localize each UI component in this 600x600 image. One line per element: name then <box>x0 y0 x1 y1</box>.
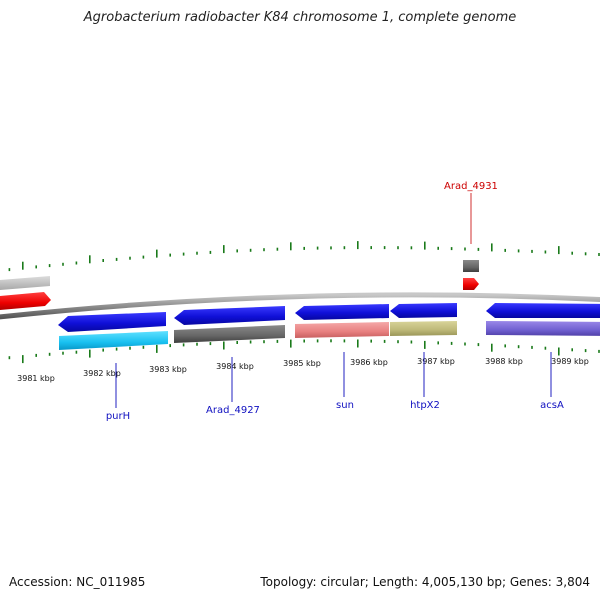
gene-feature-htpx2[interactable] <box>390 303 457 318</box>
inner-tick-marks <box>8 339 600 364</box>
topology-text: Topology: circular; Length: 4,005,130 bp… <box>260 575 590 589</box>
kbp-tick-label: 3986 kbp <box>350 358 388 367</box>
outer-tick-marks <box>8 241 600 272</box>
gene-feature-arad-4927[interactable] <box>174 325 285 343</box>
gene-feature-arad-4931-gray[interactable] <box>463 260 479 272</box>
genome-title: Agrobacterium radiobacter K84 chromosome… <box>83 10 517 25</box>
chromosome-backbone <box>0 292 600 320</box>
gene-label-arad-4927[interactable]: Arad_4927 <box>206 405 260 416</box>
gene-feature-acsa[interactable] <box>486 303 600 318</box>
gene-feature-purple[interactable] <box>486 321 600 336</box>
kbp-tick-label: 3989 kbp <box>551 357 589 366</box>
gene-feature-cyan[interactable] <box>59 331 168 350</box>
gene-feature-arad-4931-red-arrow[interactable] <box>463 278 479 290</box>
gene-label-arad-4931[interactable]: Arad_4931 <box>444 181 498 192</box>
gene-label-acsa[interactable]: acsA <box>540 400 564 411</box>
kbp-tick-label: 3983 kbp <box>149 365 187 374</box>
kbp-tick-label: 3982 kbp <box>83 369 121 378</box>
gene-feature-blue-2[interactable] <box>174 306 285 325</box>
gene-feature-red[interactable] <box>0 292 51 310</box>
kbp-tick-label: 3987 kbp <box>417 357 455 366</box>
kbp-tick-label: 3988 kbp <box>485 357 523 366</box>
gene-feature-olive[interactable] <box>390 321 457 336</box>
gene-feature-pink[interactable] <box>295 322 389 338</box>
gene-label-leaders <box>115 193 552 408</box>
kbp-tick-label: 3981 kbp <box>17 374 55 383</box>
gene-label-htpx2[interactable]: htpX2 <box>410 400 440 411</box>
accession-text: Accession: NC_011985 <box>9 575 146 589</box>
gene-feature-purh[interactable] <box>58 312 166 332</box>
gene-labels: purH Arad_4927 sun htpX2 acsA Arad_4931 <box>106 181 564 422</box>
gene-feature-sun[interactable] <box>295 304 389 320</box>
kbp-tick-label: 3984 kbp <box>216 362 254 371</box>
gene-label-purh[interactable]: purH <box>106 411 130 422</box>
kbp-tick-label: 3985 kbp <box>283 359 321 368</box>
gene-label-sun[interactable]: sun <box>336 400 354 411</box>
gene-feature-light-gray[interactable] <box>0 276 50 290</box>
kbp-axis: 3981 kbp 3982 kbp 3983 kbp 3984 kbp 3985… <box>17 357 589 383</box>
